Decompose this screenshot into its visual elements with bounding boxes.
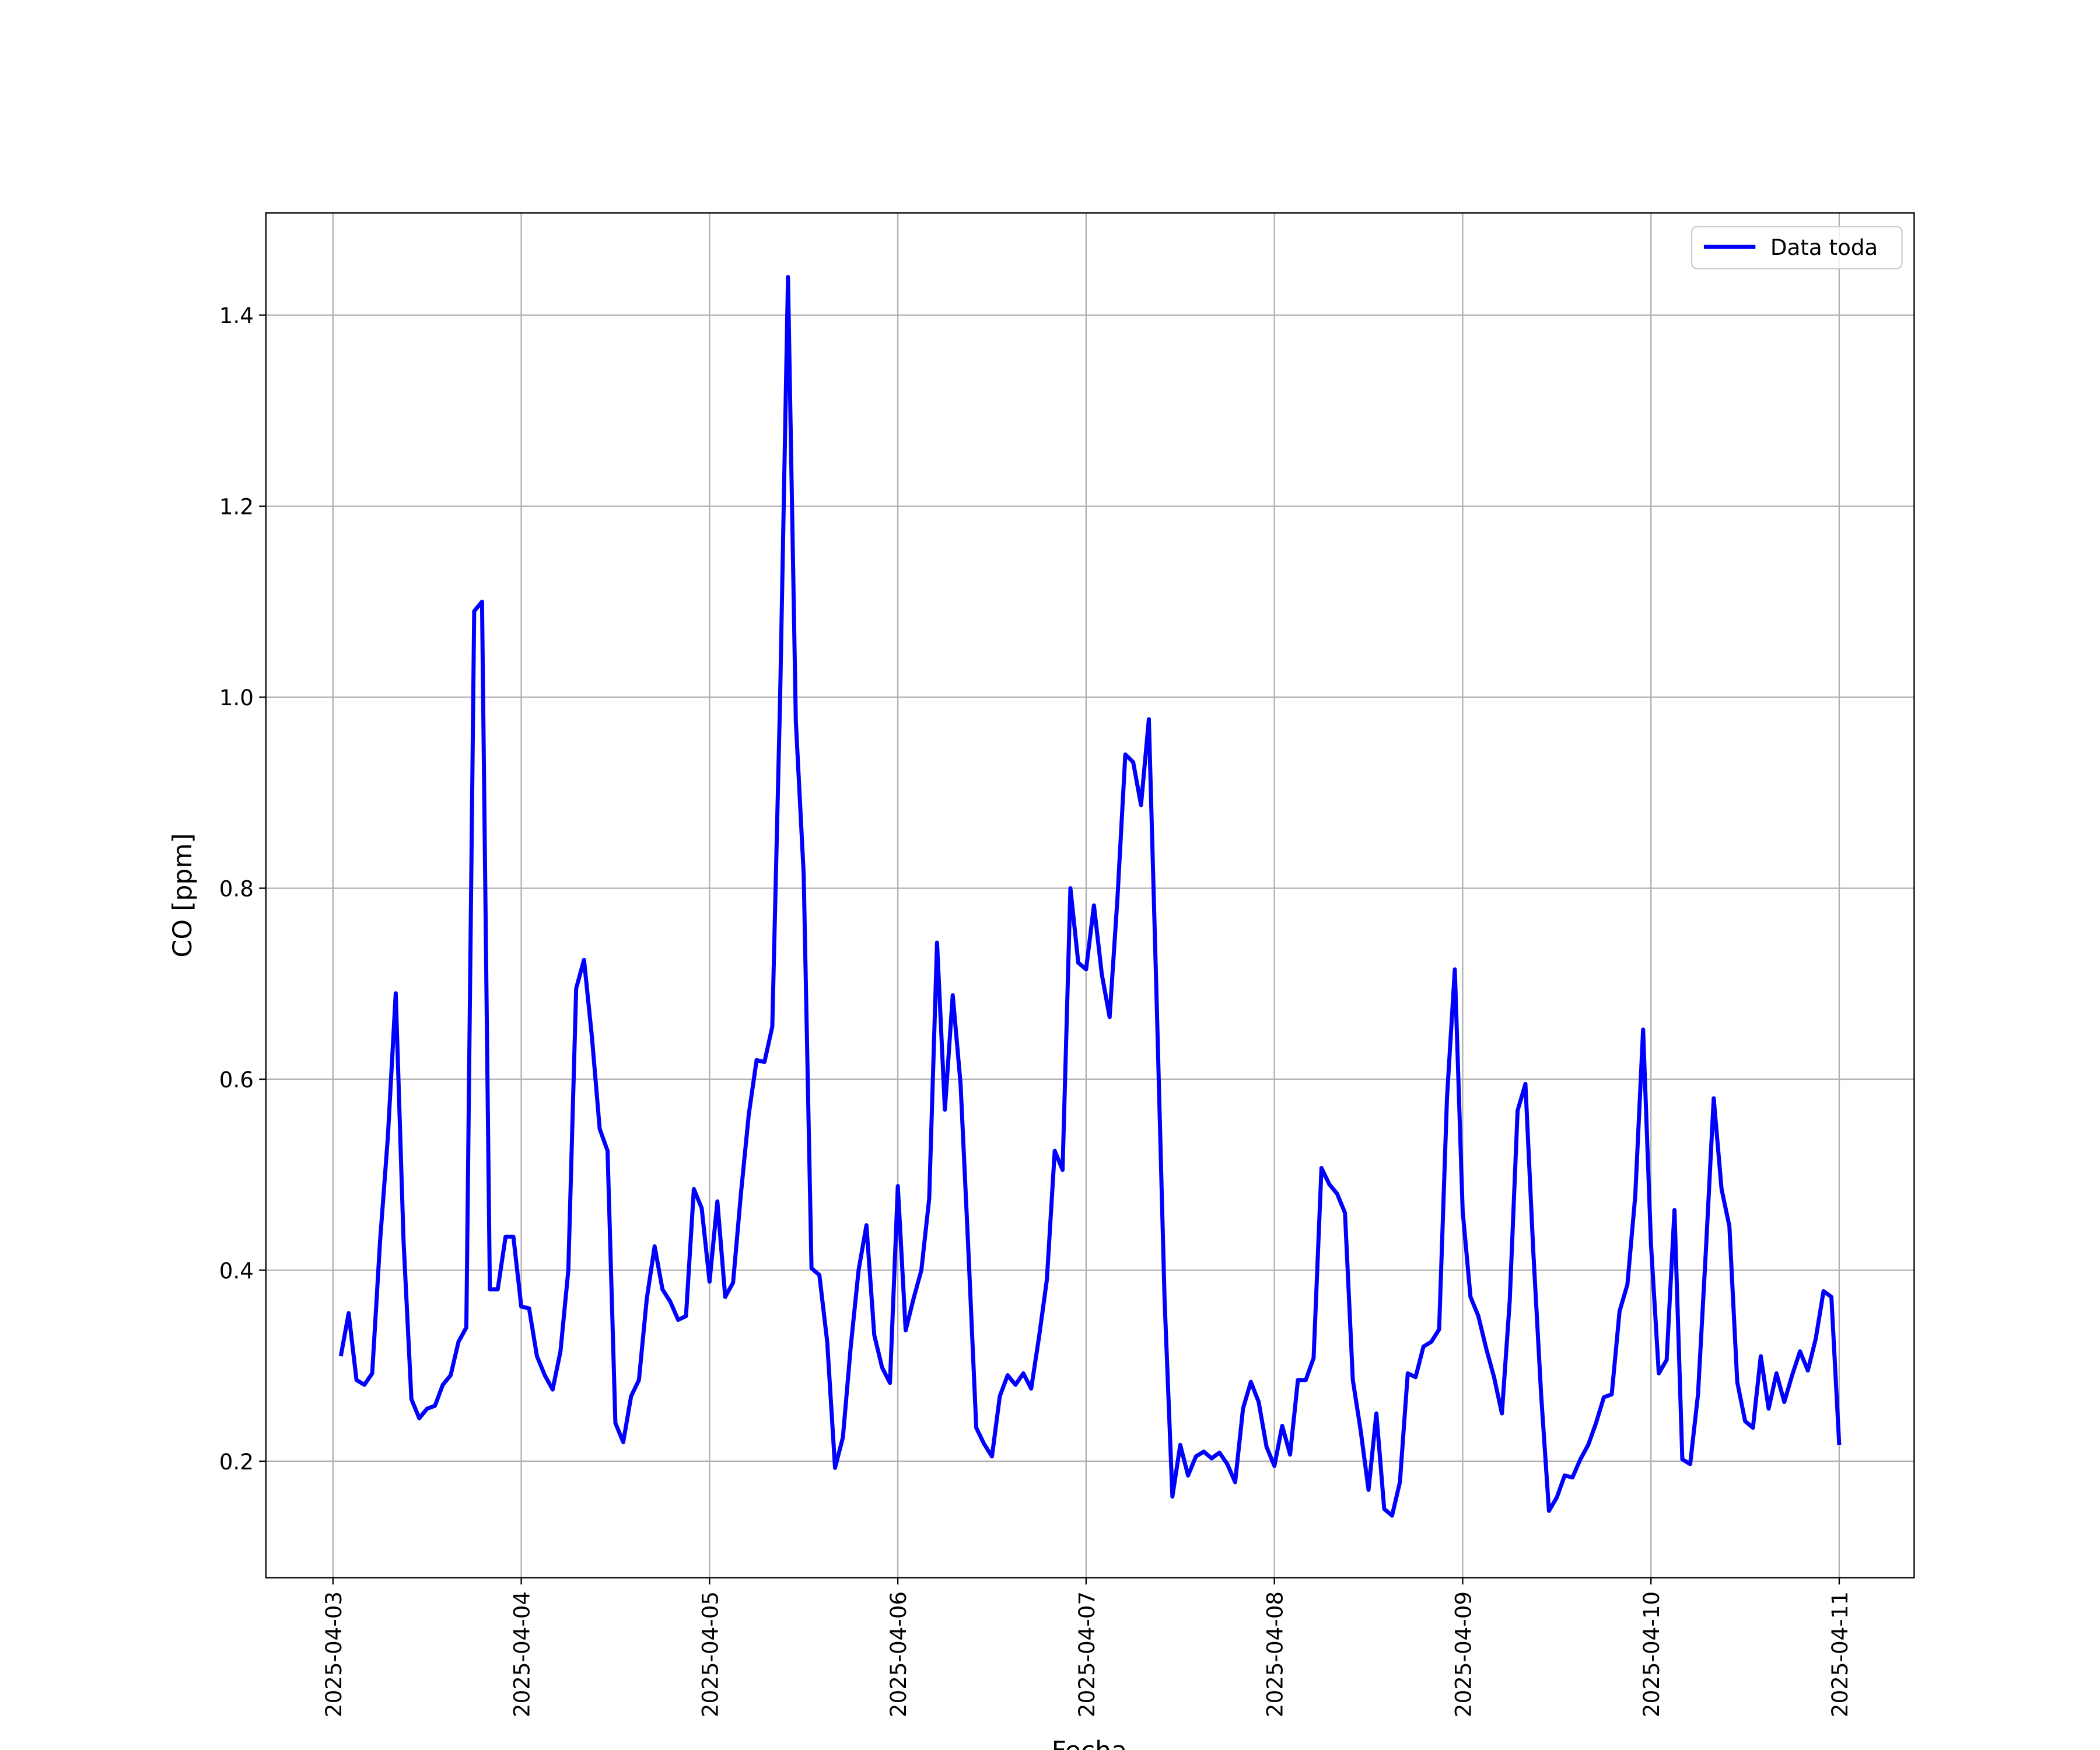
x-tick-label: 2025-04-05	[697, 1591, 723, 1717]
x-axis-label: Fecha	[1052, 1736, 1128, 1750]
x-tick-label: 2025-04-09	[1450, 1591, 1476, 1717]
y-tick-label: 1.2	[219, 494, 254, 520]
x-tick-label: 2025-04-07	[1074, 1591, 1100, 1717]
x-tick-label: 2025-04-10	[1639, 1591, 1664, 1717]
y-tick-label: 0.6	[219, 1067, 254, 1093]
x-tick-label: 2025-04-08	[1262, 1591, 1288, 1717]
y-tick-label: 1.0	[219, 685, 254, 710]
y-tick-label: 0.4	[219, 1258, 254, 1283]
legend-label: Data toda	[1770, 235, 1878, 260]
plot-frame	[265, 212, 1915, 1578]
y-tick-label: 0.2	[219, 1449, 254, 1475]
x-tick-label: 2025-04-03	[321, 1591, 346, 1717]
x-tick-label: 2025-04-11	[1827, 1591, 1853, 1717]
data-line	[338, 275, 1842, 1518]
y-axis-label: CO [ppm]	[168, 833, 198, 957]
legend-box	[1690, 226, 1903, 270]
y-tick-label: 0.8	[219, 876, 254, 902]
x-tick-label: 2025-04-04	[509, 1591, 535, 1717]
x-tick-label: 2025-04-06	[886, 1591, 911, 1717]
y-tick-label: 1.4	[219, 303, 254, 328]
